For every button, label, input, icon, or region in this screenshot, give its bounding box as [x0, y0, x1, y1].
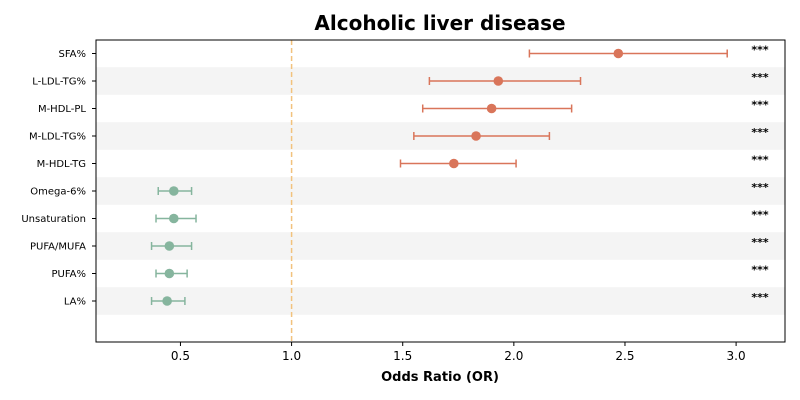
- x-tick-label: 1.0: [282, 349, 301, 363]
- y-tick-label: Omega-6%: [30, 187, 86, 198]
- or-point: [449, 158, 459, 169]
- x-tick-label: 2.5: [615, 349, 634, 363]
- row-band: [96, 232, 785, 260]
- significance-label: ***: [751, 71, 769, 84]
- or-point: [162, 296, 172, 306]
- or-point: [168, 186, 179, 196]
- row-band: [96, 287, 785, 315]
- forest-row: ***: [155, 209, 769, 224]
- significance-label: ***: [751, 99, 769, 112]
- x-tick-label: 0.5: [171, 349, 190, 363]
- y-tick-label: SFA%: [58, 49, 86, 60]
- forest-row: ***: [155, 264, 769, 279]
- forest-row: ***: [421, 99, 769, 114]
- y-tick-label: PUFA/MUFA: [30, 242, 86, 253]
- chart-title: Alcoholic liver disease: [314, 11, 565, 35]
- y-tick-label: LA%: [64, 297, 86, 308]
- significance-label: ***: [751, 154, 769, 167]
- y-tick-label: M-HDL-TG: [37, 159, 86, 170]
- significance-label: ***: [751, 126, 769, 139]
- or-point: [613, 48, 624, 59]
- or-point: [493, 76, 504, 86]
- significance-label: ***: [751, 44, 769, 57]
- or-point: [168, 213, 179, 224]
- forest-row: ***: [157, 181, 769, 196]
- significance-label: ***: [751, 264, 769, 277]
- or-point: [164, 268, 175, 279]
- or-point: [486, 103, 497, 114]
- x-axis-label: Odds Ratio (OR): [381, 370, 499, 385]
- forest-row: ***: [150, 291, 769, 306]
- row-bands: [96, 67, 785, 315]
- x-tick-label: 1.5: [393, 349, 412, 363]
- significance-label: ***: [751, 291, 769, 304]
- y-tick-label: L-LDL-TG%: [32, 77, 86, 88]
- forest-row: ***: [399, 154, 769, 169]
- y-tick-label: M-LDL-TG%: [29, 132, 86, 143]
- axes: SFA% L-LDL-TG% M-HDL-PL M-LDL-TG% M-HDL-TG Om…: [21, 49, 745, 363]
- or-point: [471, 131, 481, 141]
- y-tick-label: Unsaturation: [21, 214, 86, 225]
- significance-label: ***: [751, 236, 769, 249]
- forest-row: ***: [150, 236, 769, 251]
- forest-row: ***: [413, 126, 769, 141]
- forest-row: ***: [428, 71, 769, 86]
- y-tick-label: M-HDL-PL: [38, 104, 86, 115]
- significance-label: ***: [751, 181, 769, 194]
- x-tick-label: 3.0: [727, 349, 746, 363]
- forest-row: ***: [528, 44, 769, 59]
- data-marks: *** *** *** *** *** *** *** *** *** ***: [150, 44, 769, 306]
- y-tick-label: PUFA%: [51, 269, 86, 280]
- x-tick-label: 2.0: [504, 349, 523, 363]
- row-band: [96, 177, 785, 205]
- or-point: [164, 241, 175, 251]
- significance-label: ***: [751, 209, 769, 222]
